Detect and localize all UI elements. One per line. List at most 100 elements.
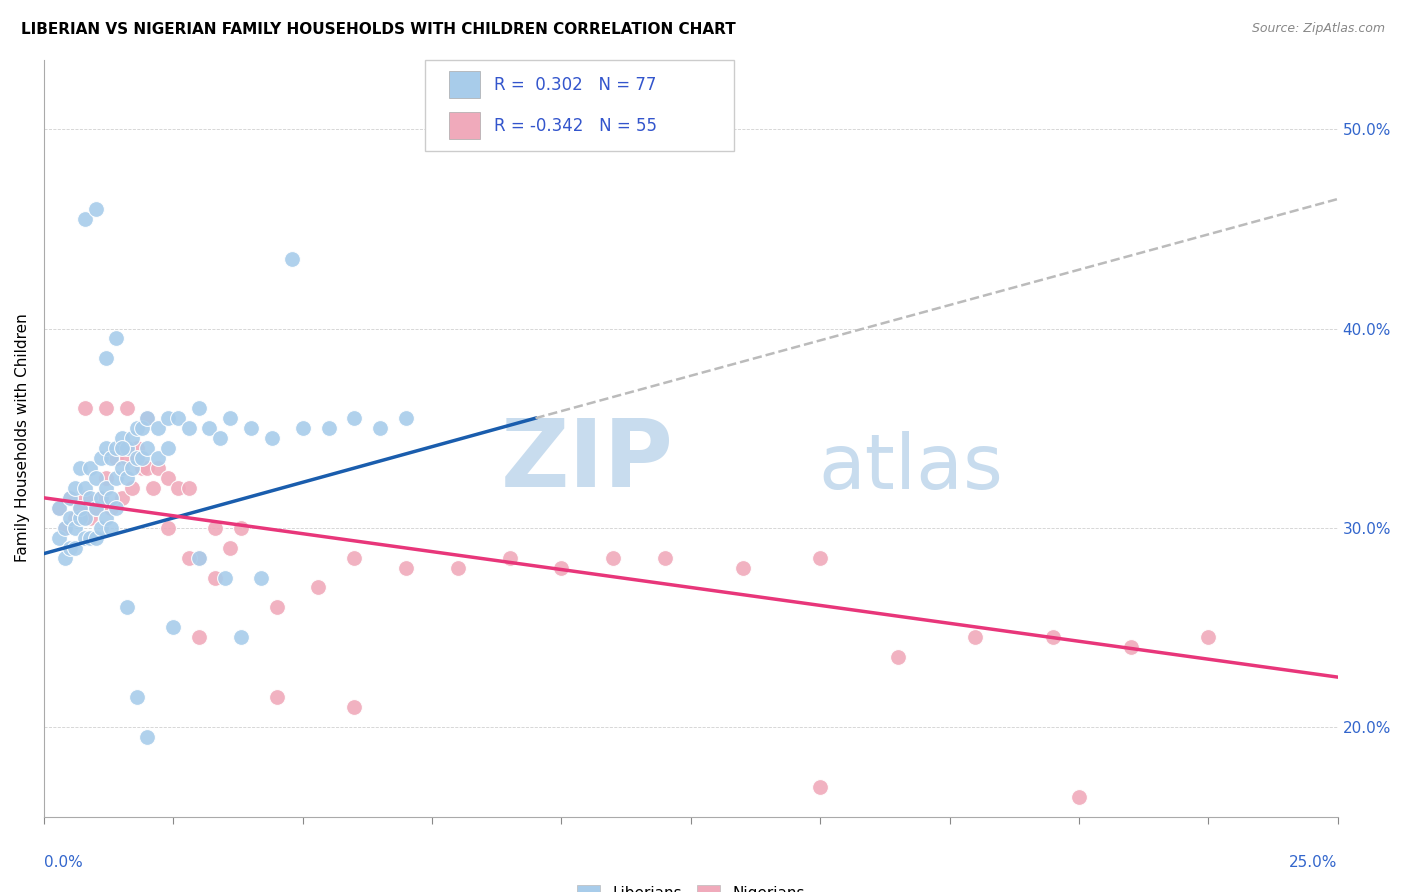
Point <box>110 461 132 475</box>
Point <box>1042 630 1064 644</box>
Point <box>100 500 122 515</box>
Text: atlas: atlas <box>818 432 1002 506</box>
Point <box>125 690 148 704</box>
Point <box>1197 630 1219 644</box>
Point <box>75 401 97 416</box>
Text: R =  0.302   N = 77: R = 0.302 N = 77 <box>494 76 657 94</box>
Point <box>260 431 283 445</box>
Point <box>69 500 91 515</box>
Point <box>115 600 138 615</box>
Point <box>121 481 143 495</box>
Point <box>75 491 97 505</box>
Point <box>808 550 831 565</box>
Point <box>63 510 86 524</box>
Point <box>69 500 91 515</box>
Point <box>100 450 122 465</box>
Text: LIBERIAN VS NIGERIAN FAMILY HOUSEHOLDS WITH CHILDREN CORRELATION CHART: LIBERIAN VS NIGERIAN FAMILY HOUSEHOLDS W… <box>21 22 735 37</box>
Point <box>84 471 107 485</box>
Point <box>146 461 169 475</box>
Point <box>75 211 97 226</box>
Point <box>105 331 128 345</box>
Point <box>343 550 366 565</box>
Point <box>188 401 211 416</box>
Point <box>167 411 190 425</box>
Point <box>157 521 180 535</box>
Point <box>90 491 112 505</box>
Point <box>447 560 470 574</box>
Point <box>63 481 86 495</box>
Point <box>125 441 148 455</box>
Point <box>887 650 910 665</box>
Point <box>53 550 76 565</box>
Point <box>115 441 138 455</box>
Point <box>84 500 107 515</box>
Point <box>115 471 138 485</box>
Point <box>48 531 70 545</box>
Point <box>281 252 304 266</box>
Point <box>79 491 101 505</box>
Point <box>131 421 153 435</box>
Point <box>343 700 366 714</box>
Point <box>219 541 242 555</box>
Point <box>69 461 91 475</box>
Point <box>162 620 184 634</box>
Point <box>177 421 200 435</box>
Point <box>90 450 112 465</box>
Point <box>204 521 226 535</box>
Point <box>204 570 226 584</box>
Point <box>808 780 831 794</box>
Point <box>90 521 112 535</box>
Point <box>53 521 76 535</box>
Text: Source: ZipAtlas.com: Source: ZipAtlas.com <box>1251 22 1385 36</box>
Point <box>94 481 117 495</box>
Point <box>343 411 366 425</box>
Point <box>136 461 159 475</box>
Point <box>59 510 82 524</box>
Point <box>368 421 391 435</box>
Point <box>965 630 987 644</box>
Point <box>84 202 107 216</box>
Point <box>131 450 153 465</box>
Point <box>731 560 754 574</box>
Point <box>219 411 242 425</box>
Point <box>115 450 138 465</box>
Point <box>266 600 288 615</box>
Point <box>110 441 132 455</box>
Point <box>75 481 97 495</box>
Y-axis label: Family Households with Children: Family Households with Children <box>15 314 30 563</box>
Point <box>90 491 112 505</box>
Point <box>69 510 91 524</box>
Point <box>1067 789 1090 804</box>
Point <box>94 441 117 455</box>
Point <box>110 431 132 445</box>
Point <box>94 471 117 485</box>
Point <box>550 560 572 574</box>
Point <box>110 491 132 505</box>
Point <box>100 491 122 505</box>
Point <box>100 521 122 535</box>
Point <box>94 351 117 366</box>
Point <box>146 450 169 465</box>
Point <box>291 421 314 435</box>
Point <box>239 421 262 435</box>
Point <box>654 550 676 565</box>
Point <box>63 521 86 535</box>
Point <box>105 500 128 515</box>
Point <box>59 491 82 505</box>
Point <box>105 450 128 465</box>
Point <box>136 730 159 744</box>
Text: 25.0%: 25.0% <box>1289 855 1337 870</box>
Point <box>188 630 211 644</box>
Text: ZIP: ZIP <box>501 415 673 507</box>
Point <box>125 450 148 465</box>
Point <box>63 541 86 555</box>
Point <box>131 461 153 475</box>
Point <box>125 421 148 435</box>
Point <box>188 550 211 565</box>
Point <box>84 500 107 515</box>
Point <box>229 521 252 535</box>
Point <box>167 481 190 495</box>
Point <box>395 560 418 574</box>
Point <box>229 630 252 644</box>
Point <box>115 401 138 416</box>
